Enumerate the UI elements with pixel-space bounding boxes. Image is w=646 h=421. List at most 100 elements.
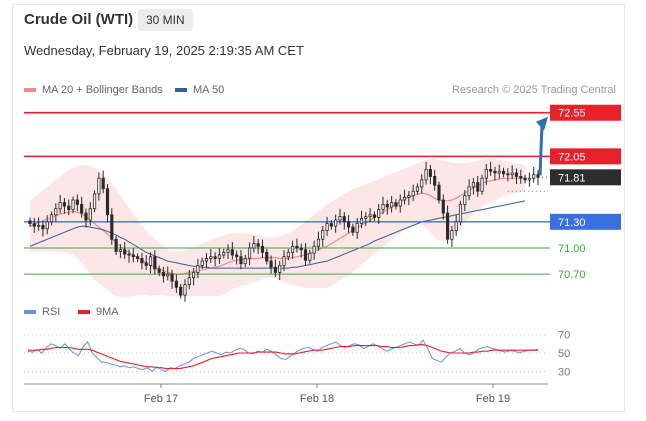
candle bbox=[282, 250, 286, 272]
candle bbox=[110, 208, 114, 245]
candle bbox=[385, 199, 389, 215]
candle bbox=[390, 195, 394, 213]
candle bbox=[351, 223, 355, 236]
candle-body bbox=[114, 238, 118, 252]
candle-body bbox=[321, 230, 325, 240]
candle-body bbox=[37, 224, 41, 227]
candle-body bbox=[338, 216, 342, 221]
candle bbox=[303, 243, 308, 266]
candle bbox=[446, 205, 450, 244]
candle bbox=[368, 208, 372, 223]
candle bbox=[269, 255, 273, 274]
candle-body bbox=[28, 220, 32, 224]
candle bbox=[437, 181, 441, 204]
candle-body bbox=[170, 273, 174, 282]
candle bbox=[28, 217, 32, 228]
level-label-71.81: 71.81 bbox=[550, 169, 621, 186]
forecast-arrow-shaft bbox=[538, 124, 544, 176]
level-label-71.00: 71.00 bbox=[558, 243, 586, 255]
candle bbox=[243, 254, 247, 268]
candle bbox=[148, 252, 153, 274]
candle-body bbox=[123, 249, 127, 255]
candle bbox=[179, 283, 183, 299]
candle bbox=[247, 242, 252, 266]
candle bbox=[334, 214, 338, 233]
candle-body bbox=[420, 179, 424, 188]
candle bbox=[527, 172, 531, 187]
candle-body bbox=[381, 203, 385, 210]
candle bbox=[45, 215, 49, 235]
candle-body bbox=[260, 245, 265, 253]
candle-body bbox=[67, 205, 71, 210]
level-labels-layer: 72.55 72.05 71.81 71.30 71.00 70.70 bbox=[550, 104, 621, 281]
candle-body bbox=[519, 176, 523, 179]
candle bbox=[88, 202, 92, 226]
candle bbox=[329, 220, 333, 230]
candle bbox=[67, 199, 71, 216]
legend-rsi: RSI bbox=[24, 306, 60, 318]
level-text: 71.00 bbox=[558, 243, 586, 255]
candle-body bbox=[291, 245, 295, 253]
candle-body bbox=[471, 182, 476, 188]
candle-body bbox=[161, 272, 166, 277]
candle-body bbox=[230, 249, 234, 256]
candle bbox=[489, 161, 493, 176]
candle bbox=[342, 212, 346, 230]
candle-body bbox=[308, 252, 312, 261]
level-tag bbox=[550, 169, 621, 186]
candle bbox=[80, 196, 84, 218]
candle-body bbox=[463, 195, 467, 205]
candle bbox=[84, 208, 88, 228]
candle bbox=[153, 250, 157, 275]
candle bbox=[226, 244, 230, 259]
legend-rsi-ma: 9MA bbox=[78, 306, 119, 318]
candle-body bbox=[179, 286, 183, 296]
candle-body bbox=[506, 173, 510, 176]
candle bbox=[308, 249, 312, 264]
candle bbox=[265, 248, 269, 265]
credit-text: Research © 2025 Trading Central bbox=[451, 84, 616, 96]
candle-body bbox=[213, 256, 217, 259]
candle bbox=[377, 204, 381, 225]
candle bbox=[49, 211, 54, 226]
candle bbox=[467, 179, 471, 201]
candle-body bbox=[377, 209, 381, 218]
level-label-72.05: 72.05 bbox=[550, 148, 621, 165]
rsi-panel: 70 50 30 bbox=[24, 330, 570, 378]
candle-body bbox=[316, 238, 321, 247]
candle-body bbox=[247, 247, 252, 259]
candle-body bbox=[174, 280, 178, 288]
candle-body bbox=[411, 190, 415, 197]
candle bbox=[196, 258, 200, 279]
candle bbox=[536, 170, 540, 185]
timeframe-badge[interactable]: 30 MIN bbox=[138, 9, 193, 31]
candle-body bbox=[312, 245, 316, 254]
candle bbox=[204, 252, 209, 268]
level-text: 72.05 bbox=[558, 151, 586, 163]
candle bbox=[480, 174, 484, 195]
candle bbox=[209, 249, 213, 264]
candle-body bbox=[510, 172, 514, 176]
candle-body bbox=[372, 214, 376, 218]
candle bbox=[321, 226, 325, 247]
candle bbox=[161, 266, 166, 283]
candle-body bbox=[286, 251, 290, 258]
candle-body bbox=[346, 221, 351, 228]
candle bbox=[398, 194, 402, 213]
level-tag bbox=[550, 148, 621, 165]
candle bbox=[92, 190, 97, 213]
candle-body bbox=[105, 188, 110, 216]
candle bbox=[71, 196, 75, 214]
candle-body bbox=[243, 258, 247, 265]
candle bbox=[140, 252, 144, 270]
candle bbox=[458, 200, 463, 226]
candle-body bbox=[54, 208, 58, 216]
candle bbox=[239, 250, 243, 270]
candle bbox=[260, 239, 265, 258]
candle bbox=[415, 183, 420, 195]
candle bbox=[118, 244, 122, 259]
candle-body bbox=[415, 186, 420, 192]
candle-body bbox=[385, 203, 389, 208]
candle bbox=[501, 167, 506, 178]
